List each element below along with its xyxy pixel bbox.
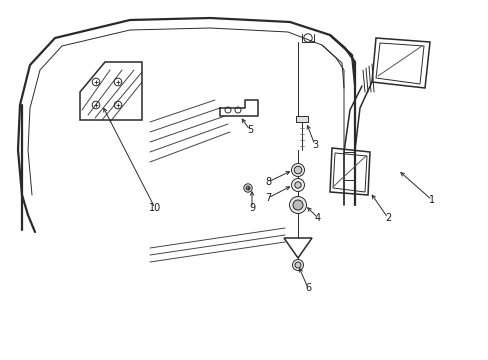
Circle shape [292, 260, 303, 270]
Circle shape [294, 166, 301, 174]
Circle shape [291, 163, 304, 176]
Text: 7: 7 [264, 193, 270, 203]
Text: 4: 4 [314, 213, 321, 223]
Text: 6: 6 [305, 283, 310, 293]
Circle shape [244, 184, 252, 192]
Circle shape [289, 197, 306, 213]
Text: 8: 8 [264, 177, 270, 187]
Circle shape [291, 179, 304, 192]
Text: 10: 10 [148, 203, 161, 213]
Circle shape [294, 182, 301, 188]
Bar [295, 116, 307, 122]
Text: 5: 5 [246, 125, 253, 135]
Text: 1: 1 [428, 195, 434, 205]
Circle shape [245, 186, 249, 190]
Circle shape [294, 262, 301, 268]
Circle shape [292, 200, 303, 210]
Text: 2: 2 [384, 213, 390, 223]
Text: 3: 3 [311, 140, 317, 150]
Text: 9: 9 [248, 203, 255, 213]
